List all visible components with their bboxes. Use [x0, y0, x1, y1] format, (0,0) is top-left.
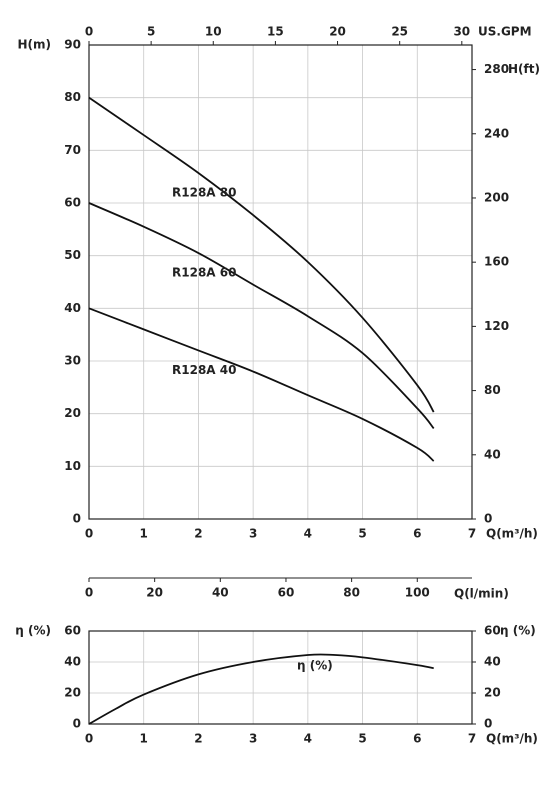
x2-tick-label: 5	[147, 25, 155, 39]
y-tick-label: 40	[64, 301, 81, 315]
x-tick-label: 7	[468, 527, 476, 541]
x2-tick-label: 15	[267, 25, 284, 39]
curve-label: R128A 40	[172, 363, 236, 377]
y2-tick-label: 60	[484, 624, 501, 638]
y2-tick-label: 160	[484, 255, 509, 269]
x3-tick-label: 60	[278, 586, 295, 600]
y2-tick-label: 200	[484, 190, 509, 204]
curve	[88, 202, 435, 429]
x-tick-label: 7	[468, 732, 476, 746]
y-tick-label: 80	[64, 90, 81, 104]
x-axis-label: Q(m³/h)	[486, 732, 538, 746]
curve	[88, 307, 435, 462]
y-tick-label: 60	[64, 624, 81, 638]
y-tick-label: 70	[64, 143, 81, 157]
x3-tick-label: 80	[343, 586, 360, 600]
curve	[88, 653, 434, 725]
x2-axis-label: US.GPM	[478, 25, 532, 39]
y-tick-label: 50	[64, 248, 81, 262]
curve-label: η (%)	[297, 659, 333, 673]
y2-tick-label: 120	[484, 319, 509, 333]
y-tick-label: 20	[64, 686, 81, 700]
x-tick-label: 2	[194, 732, 202, 746]
x-tick-label: 5	[358, 527, 366, 541]
x-tick-label: 0	[85, 732, 93, 746]
curve-label: R128A 60	[172, 266, 236, 280]
x-tick-label: 0	[85, 527, 93, 541]
x-tick-label: 4	[304, 732, 312, 746]
x-tick-label: 4	[304, 527, 312, 541]
x-tick-label: 6	[413, 527, 421, 541]
y2-tick-label: 40	[484, 447, 501, 461]
plot-frame	[88, 630, 473, 725]
x-tick-label: 2	[194, 527, 202, 541]
curve	[88, 96, 435, 413]
x-tick-label: 5	[358, 732, 366, 746]
y2-axis-label: H(ft)	[508, 62, 540, 76]
y-tick-label: 20	[64, 406, 81, 420]
x-tick-label: 3	[249, 527, 257, 541]
x2-tick-label: 10	[205, 25, 222, 39]
x3-axis-label: Q(l/min)	[454, 587, 509, 601]
x-tick-label: 3	[249, 732, 257, 746]
y-tick-label: 0	[73, 717, 81, 731]
y2-tick-label: 240	[484, 126, 509, 140]
x-tick-label: 6	[413, 732, 421, 746]
y-tick-label: 30	[64, 354, 81, 368]
x2-tick-label: 20	[329, 25, 346, 39]
y-tick-label: 40	[64, 655, 81, 669]
x-tick-label: 1	[140, 732, 148, 746]
x2-tick-label: 30	[453, 25, 470, 39]
plot-frame	[88, 44, 473, 520]
x2-tick-label: 0	[85, 25, 93, 39]
y2-tick-label: 0	[484, 512, 492, 526]
x3-tick-label: 0	[85, 586, 93, 600]
y2-tick-label: 20	[484, 686, 501, 700]
y-axis-label: H(m)	[17, 38, 51, 52]
y2-tick-label: 40	[484, 655, 501, 669]
x3-tick-label: 40	[212, 586, 229, 600]
y-tick-label: 60	[64, 196, 81, 210]
curve-label: R128A 80	[172, 185, 236, 199]
y2-axis-label: η (%)	[500, 624, 536, 638]
y-tick-label: 10	[64, 459, 81, 473]
y-axis-label: η (%)	[15, 624, 51, 638]
x-tick-label: 1	[140, 527, 148, 541]
y2-tick-label: 80	[484, 383, 501, 397]
x3-tick-label: 100	[405, 586, 430, 600]
x-axis-label: Q(m³/h)	[486, 527, 538, 541]
x3-tick-label: 20	[146, 586, 163, 600]
y2-tick-label: 280	[484, 62, 509, 76]
y-tick-label: 90	[64, 38, 81, 52]
y2-tick-label: 0	[484, 717, 492, 731]
x2-tick-label: 25	[391, 25, 408, 39]
y-tick-label: 0	[73, 512, 81, 526]
